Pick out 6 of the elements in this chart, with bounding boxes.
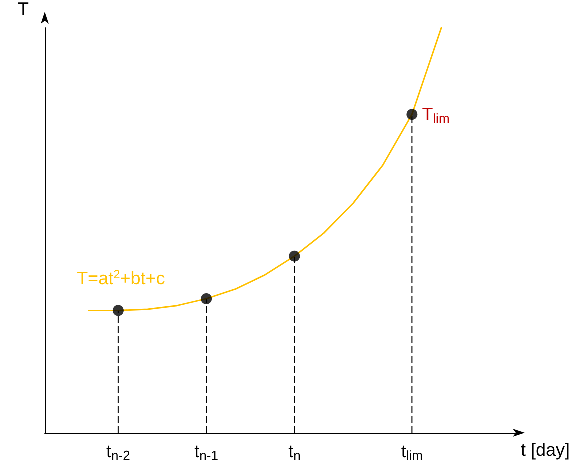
point bbox=[289, 250, 300, 262]
point bbox=[201, 293, 212, 304]
x-axis-title: t [day] bbox=[521, 440, 570, 460]
y-axis-title: T bbox=[18, 0, 29, 19]
point bbox=[406, 109, 418, 120]
point bbox=[112, 305, 124, 316]
